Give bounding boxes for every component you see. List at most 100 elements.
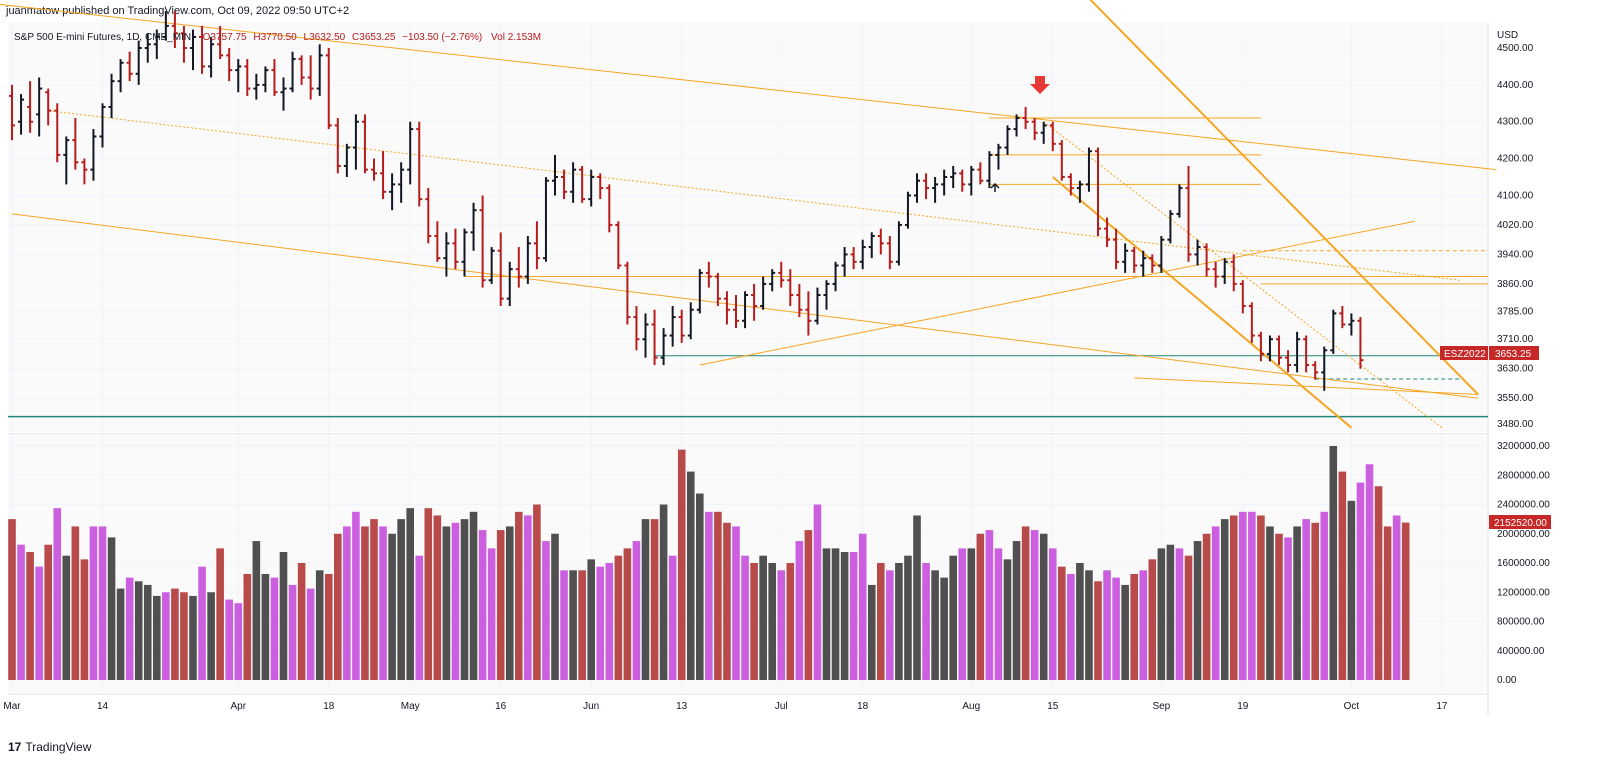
ohlc-bar [316,44,323,96]
ohlc-bar [1221,258,1228,284]
ohlc-bar [81,158,88,185]
volume-bar [696,493,704,680]
time-tick-label: Jul [775,701,788,712]
volume-bar [26,552,34,680]
ohlc-bar [1330,309,1337,354]
time-tick-label: 15 [1047,701,1059,712]
volume-bar [180,592,188,680]
volume-bar [551,533,559,680]
volume-bar [343,526,351,680]
ohlc-bar [1031,118,1038,141]
ohlc-bar [1113,228,1120,270]
volume-bar [967,548,976,680]
volume-bar [1021,526,1030,680]
volume-bar [1058,566,1066,680]
ohlc-bar [1131,247,1138,273]
volume-bar [252,541,261,680]
publish-header: juanmatow published on TradingView.com, … [0,0,1600,22]
ohlc-bar [407,121,414,185]
volume-bar [677,449,686,680]
ohlc-bar [1104,217,1111,248]
volume-bar [985,530,994,680]
ohlc-bar [1194,239,1201,266]
volume-bar [1139,570,1148,680]
time-tick-label: 19 [1237,701,1249,712]
volume-bar [641,519,650,680]
trend-line [699,220,1415,366]
ohlc-bar [99,103,106,148]
volume-bar [171,588,179,680]
volume-bar [1067,573,1075,680]
ohlc-bar [180,25,187,63]
volume-bar [478,530,487,680]
ohlc-bar [859,239,866,270]
volume-bar [143,584,152,680]
ohlc-bar [1357,317,1364,369]
ohlc-bar [714,272,721,307]
published-text: juanmatow published on TradingView.com, … [6,5,350,17]
ohlc-bar [723,291,730,325]
ohlc-bar [787,269,794,307]
ohlc-bar [1022,106,1029,130]
axes: USD 3480.00 3550.00 3630.00 3710.00 3785.00 3… [3,30,1550,712]
volume-bar [614,555,623,680]
volume-bar [324,573,333,680]
volume-bar [1356,482,1365,680]
ohlc-bar [334,118,341,174]
ohlc-bar [1276,335,1282,366]
volume-bar [388,533,396,680]
price-tick-label: 3630.00 [1497,364,1534,375]
ohlc-bar [524,236,531,284]
ohlc-bar [678,309,685,343]
volume-bar [524,515,532,680]
ohlc-bar [1239,280,1246,314]
volume-bar [1374,486,1383,680]
ohlc-bar [1285,350,1292,373]
volume-bar [279,552,288,680]
ohlc-bar [914,173,920,203]
time-tick-label: Sep [1152,701,1170,712]
ohlc-bar [343,143,350,178]
ohlc-bar [886,236,893,270]
ohlc-bar [325,48,332,130]
volume-bar [849,552,858,680]
volume-bar [1211,526,1220,680]
ohlc-bar [606,184,613,233]
ohlc-bar [497,232,504,307]
volume-bar [1184,555,1193,680]
ohlc-bar [72,118,79,170]
volume-bar [35,566,43,680]
ohlc-bar [470,202,477,251]
chart-canvas[interactable]: USD 3480.00 3550.00 3630.00 3710.00 3785.00 3… [0,0,1600,738]
legend-high: H3770.50 [253,32,297,43]
ohlc-bar [1167,210,1174,244]
price-tag: ESZ2022 3653.25 [1440,346,1539,360]
legend-change: −103.50 (−2.76%) [402,32,482,43]
volume-bar [867,584,876,680]
legend-close: C3653.25 [352,32,396,43]
volume-bar [216,548,224,680]
ohlc-bar [642,313,649,358]
volume-bar [877,563,885,680]
ohlc-bar [1176,184,1183,218]
ohlc-bar [941,169,948,196]
time-tick-label: Mar [3,701,21,712]
volume-bar [1103,570,1111,680]
ohlc-bar [805,291,812,336]
volume-bar [940,577,948,680]
volume-bar [723,522,731,680]
volume-bar [361,526,369,680]
price-pane[interactable] [8,22,1488,432]
volume-bar [931,570,939,680]
ohlc-bar [434,221,441,262]
tradingview-brand[interactable]: 17 TradingView [8,740,91,754]
legend-symbol: S&P 500 E-mini Futures, 1D, CME_MINI [14,32,194,43]
price-tick-label: 3860.00 [1497,279,1534,290]
price-tick-label: 4100.00 [1497,190,1534,201]
ohlc-bars [9,11,1364,391]
time-tick-label: 16 [495,701,507,712]
price-tick-label: 4300.00 [1497,117,1534,128]
ohlc-bar [45,88,52,126]
volume-bar [732,526,740,680]
volume-tick-label: 2000000.00 [1497,529,1550,540]
